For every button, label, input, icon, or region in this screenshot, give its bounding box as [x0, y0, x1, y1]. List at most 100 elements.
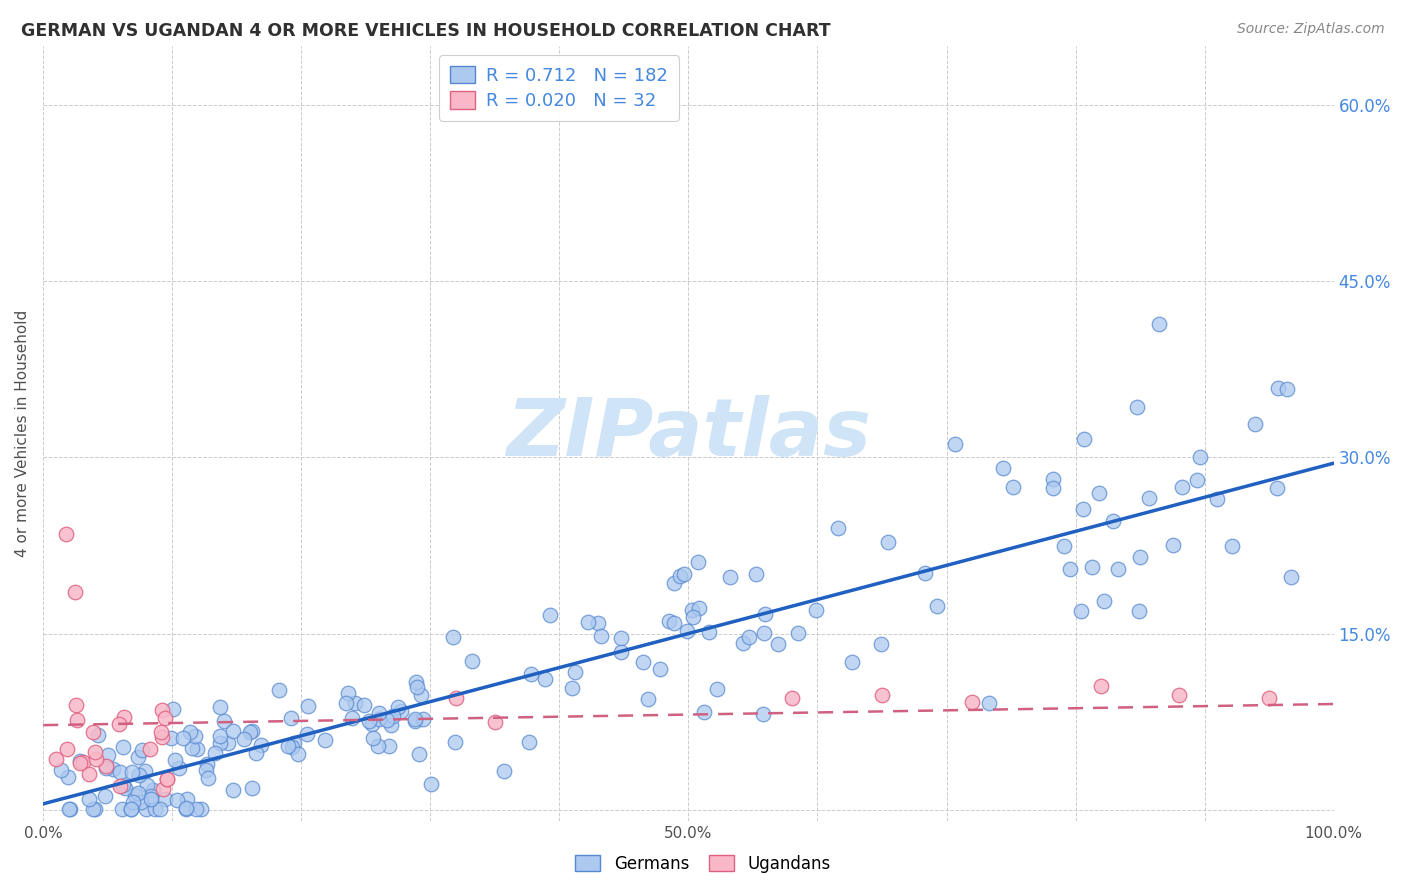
Point — [97, 747, 120, 762]
Point — [420, 777, 443, 791]
Point — [1171, 479, 1194, 493]
Point — [681, 603, 703, 617]
Point — [93, 789, 115, 803]
Point — [367, 706, 389, 721]
Point — [1042, 472, 1064, 486]
Point — [150, 731, 173, 745]
Point — [174, 801, 197, 815]
Point — [361, 731, 384, 746]
Point — [1073, 432, 1095, 446]
Point — [561, 681, 583, 696]
Point — [693, 706, 716, 720]
Point — [128, 768, 150, 782]
Point — [83, 801, 105, 815]
Point — [534, 672, 557, 686]
Point — [441, 630, 464, 644]
Point — [197, 771, 219, 785]
Point — [943, 437, 966, 451]
Point — [586, 615, 609, 630]
Point — [149, 725, 172, 739]
Point — [69, 756, 91, 771]
Point — [277, 739, 299, 753]
Point — [174, 801, 197, 815]
Point — [69, 755, 91, 769]
Point — [1185, 473, 1208, 487]
Point — [222, 723, 245, 738]
Point — [156, 772, 179, 786]
Point — [167, 761, 190, 775]
Point — [111, 801, 134, 815]
Point — [111, 739, 134, 754]
Point — [139, 742, 162, 756]
Point — [664, 576, 686, 591]
Point — [688, 600, 710, 615]
Point — [718, 569, 741, 583]
Point — [239, 725, 262, 739]
Point — [65, 698, 87, 713]
Point — [240, 781, 263, 796]
Point — [1258, 691, 1281, 706]
Point — [283, 736, 305, 750]
Point — [152, 781, 174, 796]
Point — [195, 763, 218, 777]
Point — [591, 629, 613, 643]
Point — [367, 739, 389, 753]
Point — [135, 801, 157, 815]
Point — [1188, 450, 1211, 465]
Point — [245, 747, 267, 761]
Point — [287, 747, 309, 761]
Point — [112, 710, 135, 724]
Point — [1081, 559, 1104, 574]
Point — [381, 708, 404, 723]
Point — [280, 711, 302, 725]
Point — [155, 711, 177, 725]
Point — [484, 714, 506, 729]
Point — [232, 732, 254, 747]
Point — [65, 585, 87, 599]
Point — [114, 780, 136, 795]
Point — [1088, 486, 1111, 500]
Point — [1279, 570, 1302, 584]
Point — [129, 795, 152, 809]
Point — [610, 631, 633, 645]
Point — [139, 792, 162, 806]
Point — [72, 755, 94, 769]
Point — [1275, 382, 1298, 396]
Point — [754, 626, 776, 640]
Point — [58, 801, 80, 815]
Point — [86, 728, 108, 742]
Point — [84, 752, 107, 766]
Point — [786, 626, 808, 640]
Point — [841, 655, 863, 669]
Point — [1090, 679, 1112, 693]
Point — [156, 772, 179, 786]
Point — [222, 783, 245, 797]
Point — [1265, 481, 1288, 495]
Point — [94, 758, 117, 772]
Point — [633, 655, 655, 669]
Point — [1243, 417, 1265, 431]
Point — [190, 801, 212, 815]
Point — [295, 726, 318, 740]
Point — [1167, 688, 1189, 702]
Point — [766, 637, 789, 651]
Point — [752, 706, 775, 721]
Point — [637, 692, 659, 706]
Point — [82, 725, 104, 739]
Point — [962, 695, 984, 709]
Text: GERMAN VS UGANDAN 4 OR MORE VEHICLES IN HOUSEHOLD CORRELATION CHART: GERMAN VS UGANDAN 4 OR MORE VEHICLES IN … — [21, 22, 831, 40]
Point — [387, 700, 409, 714]
Point — [780, 691, 803, 706]
Point — [733, 635, 755, 649]
Point — [977, 696, 1000, 710]
Point — [576, 615, 599, 629]
Point — [45, 752, 67, 766]
Point — [991, 460, 1014, 475]
Point — [870, 688, 893, 702]
Point — [404, 712, 426, 726]
Point — [564, 665, 586, 679]
Point — [697, 625, 720, 640]
Point — [353, 698, 375, 713]
Point — [94, 761, 117, 775]
Point — [84, 745, 107, 759]
